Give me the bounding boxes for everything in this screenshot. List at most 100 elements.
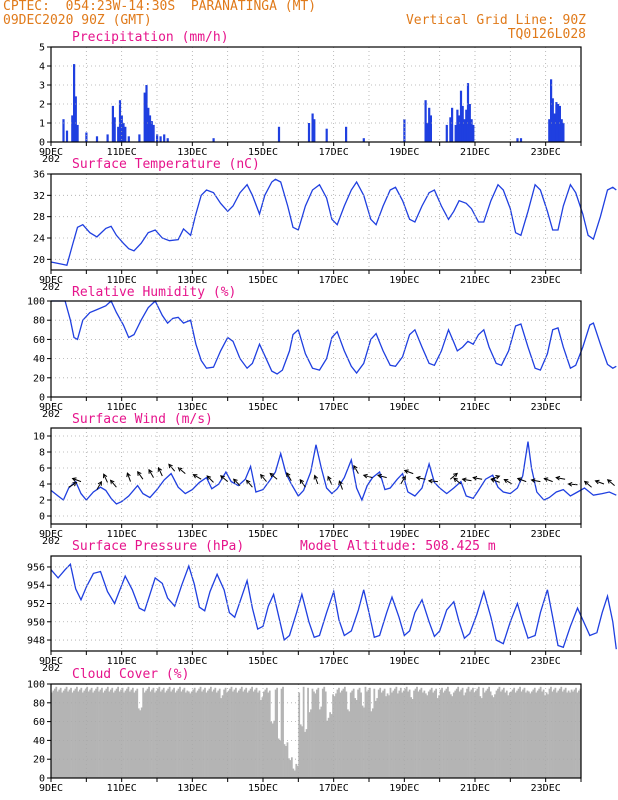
cloud-bar xyxy=(56,691,59,778)
cloud-bar xyxy=(464,692,467,778)
precip-x-tick-label: 17DEC xyxy=(319,147,349,158)
cloud-bar xyxy=(148,686,150,778)
cloud-bar xyxy=(560,686,563,778)
cloud-bar xyxy=(149,691,152,778)
rh-y-tick-label: 20 xyxy=(33,373,45,384)
wind-x-tick-label: 19DEC xyxy=(389,529,419,540)
wind-arrow xyxy=(299,478,306,488)
cloud-bar xyxy=(53,688,56,778)
cloud-bar xyxy=(124,690,127,778)
cloud-bar xyxy=(95,688,97,778)
cloud-bar xyxy=(93,690,96,778)
wind-arrow-shaft xyxy=(103,473,108,483)
cloud-x-tick-label: 9DEC xyxy=(39,783,63,794)
temp-y-tick-label: 32 xyxy=(33,191,45,202)
wind-arrow-shaft xyxy=(178,467,186,474)
cloud-bar xyxy=(410,697,412,778)
cloud-bar xyxy=(64,688,67,778)
cloud-bar xyxy=(517,688,520,778)
wind-arrow-head xyxy=(299,478,305,484)
precip-frame xyxy=(50,46,582,143)
cloud-bar xyxy=(52,690,55,778)
cloud-bar xyxy=(304,731,306,778)
cloud-bar xyxy=(81,692,84,778)
cloud-bar xyxy=(460,689,463,778)
cloud-bar xyxy=(288,758,290,778)
header-grid-line: Vertical Grid Line: 90Z xyxy=(405,13,586,28)
cloud-bar xyxy=(298,692,301,778)
cloud-bar xyxy=(51,692,53,778)
cloud-bar xyxy=(532,689,535,778)
precip-bar xyxy=(156,134,159,142)
cloud-bar xyxy=(249,688,252,778)
temp-x-tick-label: 15DEC xyxy=(248,275,278,286)
wind-arrow xyxy=(461,477,472,483)
wind-arrow-shaft xyxy=(363,474,373,479)
precip-x-tick-label: 21DEC xyxy=(460,147,490,158)
pres-y-tick-label: 950 xyxy=(27,617,45,628)
wind-arrow-head xyxy=(353,464,358,470)
wind-panel: 0 2 4 6 8 10 9DEC 11DEC 13DEC 15DEC 17DEC 19DEC 21DE… xyxy=(33,427,617,547)
wind-arrow-shaft xyxy=(72,478,82,483)
cloud-bar xyxy=(232,691,234,778)
wind-arrow-head xyxy=(313,474,319,480)
cloud-bar xyxy=(257,692,259,778)
cloud-y-tick-label: 60 xyxy=(33,717,45,728)
cloud-bar xyxy=(233,689,236,778)
wind-arrow-head xyxy=(403,469,409,474)
rh-x-tick-label: 15DEC xyxy=(248,402,278,413)
cloud-bar xyxy=(357,689,359,778)
cloud-bar xyxy=(224,687,227,778)
cloud-bar xyxy=(482,687,485,778)
cloud-bar xyxy=(277,738,280,778)
cloud-bar xyxy=(282,686,284,778)
cloud-bar xyxy=(407,691,410,778)
precip-bar xyxy=(551,98,554,142)
precip-bar xyxy=(120,115,123,142)
cloud-x-tick-label: 21DEC xyxy=(460,783,490,794)
cloud-bar xyxy=(513,687,516,778)
cloud-bar xyxy=(441,687,443,778)
cloud-bar xyxy=(305,729,308,778)
cloud-bar xyxy=(335,693,337,778)
cloud-bar xyxy=(295,763,298,778)
cloud-bar xyxy=(470,689,473,778)
precip-bar xyxy=(461,105,464,142)
cloud-bar xyxy=(395,686,398,778)
cloud-bar xyxy=(114,690,117,778)
precip-bar xyxy=(449,117,452,142)
cloud-bar xyxy=(486,688,489,778)
wind-arrow-shaft xyxy=(595,480,605,485)
cloud-bar xyxy=(59,687,62,778)
pres-x-tick-label: 9DEC xyxy=(39,656,63,667)
wind-arrow xyxy=(362,473,373,479)
precip-bar xyxy=(85,132,88,142)
cloud-bar xyxy=(371,708,374,778)
cloud-bar xyxy=(458,691,461,778)
wind-arrow xyxy=(606,479,615,486)
wind-arrow xyxy=(415,475,426,481)
cloud-bar xyxy=(313,691,315,778)
cloud-bar xyxy=(67,691,69,778)
cloud-bar xyxy=(392,690,395,778)
cloud-bar xyxy=(226,692,228,778)
precip-bar xyxy=(428,107,431,142)
temp-title: Surface Temperature (nC) xyxy=(72,157,260,172)
wind-arrow-shaft xyxy=(568,483,578,486)
precip-bar xyxy=(424,100,427,142)
cloud-bar xyxy=(555,692,558,778)
wind-arrow-head xyxy=(168,463,173,469)
pres-year-label: 202 xyxy=(42,663,60,674)
precip-bar xyxy=(118,100,122,142)
wind-arrow-shaft xyxy=(491,478,500,483)
cloud-bar xyxy=(290,757,293,778)
precip-bar xyxy=(557,104,560,142)
precip-y-tick-label: 3 xyxy=(39,81,45,92)
cloud-bar xyxy=(179,686,181,778)
pres-panel: 948 950 952 954 956 9DEC 11DEC 13DEC 15DEC 17DEC 1… xyxy=(27,555,617,674)
cloud-bar xyxy=(302,686,305,778)
cloud-bar xyxy=(293,770,296,778)
wind-arrow xyxy=(583,480,592,488)
cloud-bar xyxy=(123,692,125,778)
cloud-bar xyxy=(528,691,530,778)
